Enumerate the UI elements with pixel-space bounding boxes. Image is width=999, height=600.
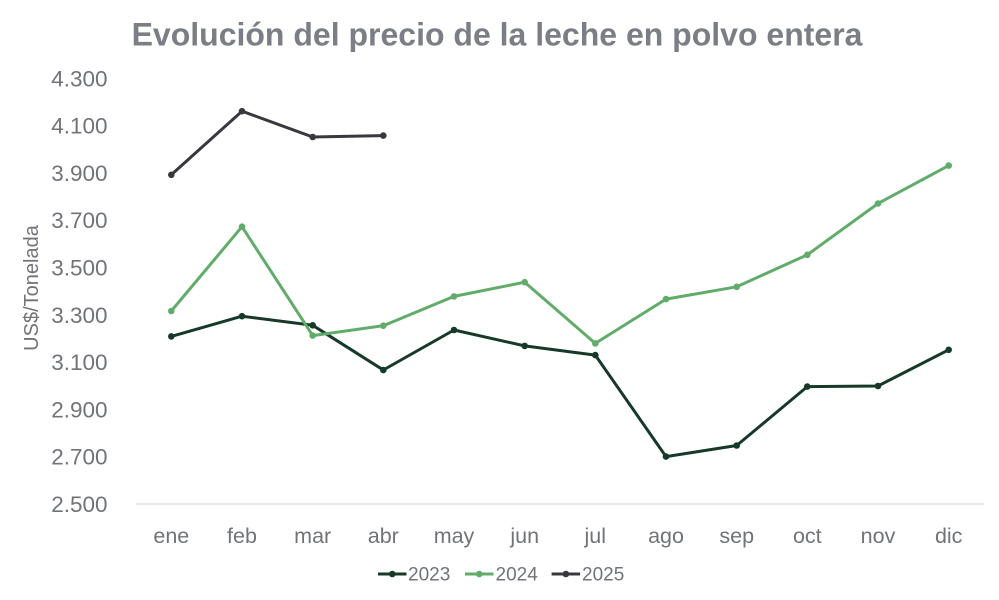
svg-text:may: may <box>434 524 475 548</box>
svg-text:feb: feb <box>227 524 257 548</box>
svg-text:jun: jun <box>509 524 539 548</box>
svg-text:2.700: 2.700 <box>51 445 107 470</box>
svg-text:nov: nov <box>861 524 896 548</box>
svg-text:oct: oct <box>793 524 822 548</box>
svg-text:2023: 2023 <box>408 565 450 586</box>
svg-text:4.100: 4.100 <box>51 114 107 139</box>
svg-text:2025: 2025 <box>582 565 624 586</box>
svg-text:3.700: 3.700 <box>51 208 107 233</box>
svg-text:sep: sep <box>719 524 754 548</box>
svg-text:2.900: 2.900 <box>51 397 107 422</box>
svg-text:Evolución del precio de la lec: Evolución del precio de la leche en polv… <box>132 17 863 53</box>
svg-text:ago: ago <box>648 524 684 548</box>
svg-text:2.500: 2.500 <box>51 492 107 517</box>
svg-text:dic: dic <box>935 524 963 548</box>
svg-text:4.300: 4.300 <box>51 66 107 91</box>
svg-text:mar: mar <box>294 524 331 548</box>
svg-text:3.300: 3.300 <box>51 303 107 328</box>
svg-text:2024: 2024 <box>496 565 539 586</box>
svg-text:3.500: 3.500 <box>51 256 107 281</box>
svg-text:3.100: 3.100 <box>51 350 107 375</box>
svg-text:3.900: 3.900 <box>51 161 107 186</box>
svg-text:US$/Tonelada: US$/Tonelada <box>21 224 43 351</box>
svg-text:ene: ene <box>153 524 189 548</box>
svg-text:abr: abr <box>368 524 399 548</box>
svg-text:jul: jul <box>584 524 607 548</box>
